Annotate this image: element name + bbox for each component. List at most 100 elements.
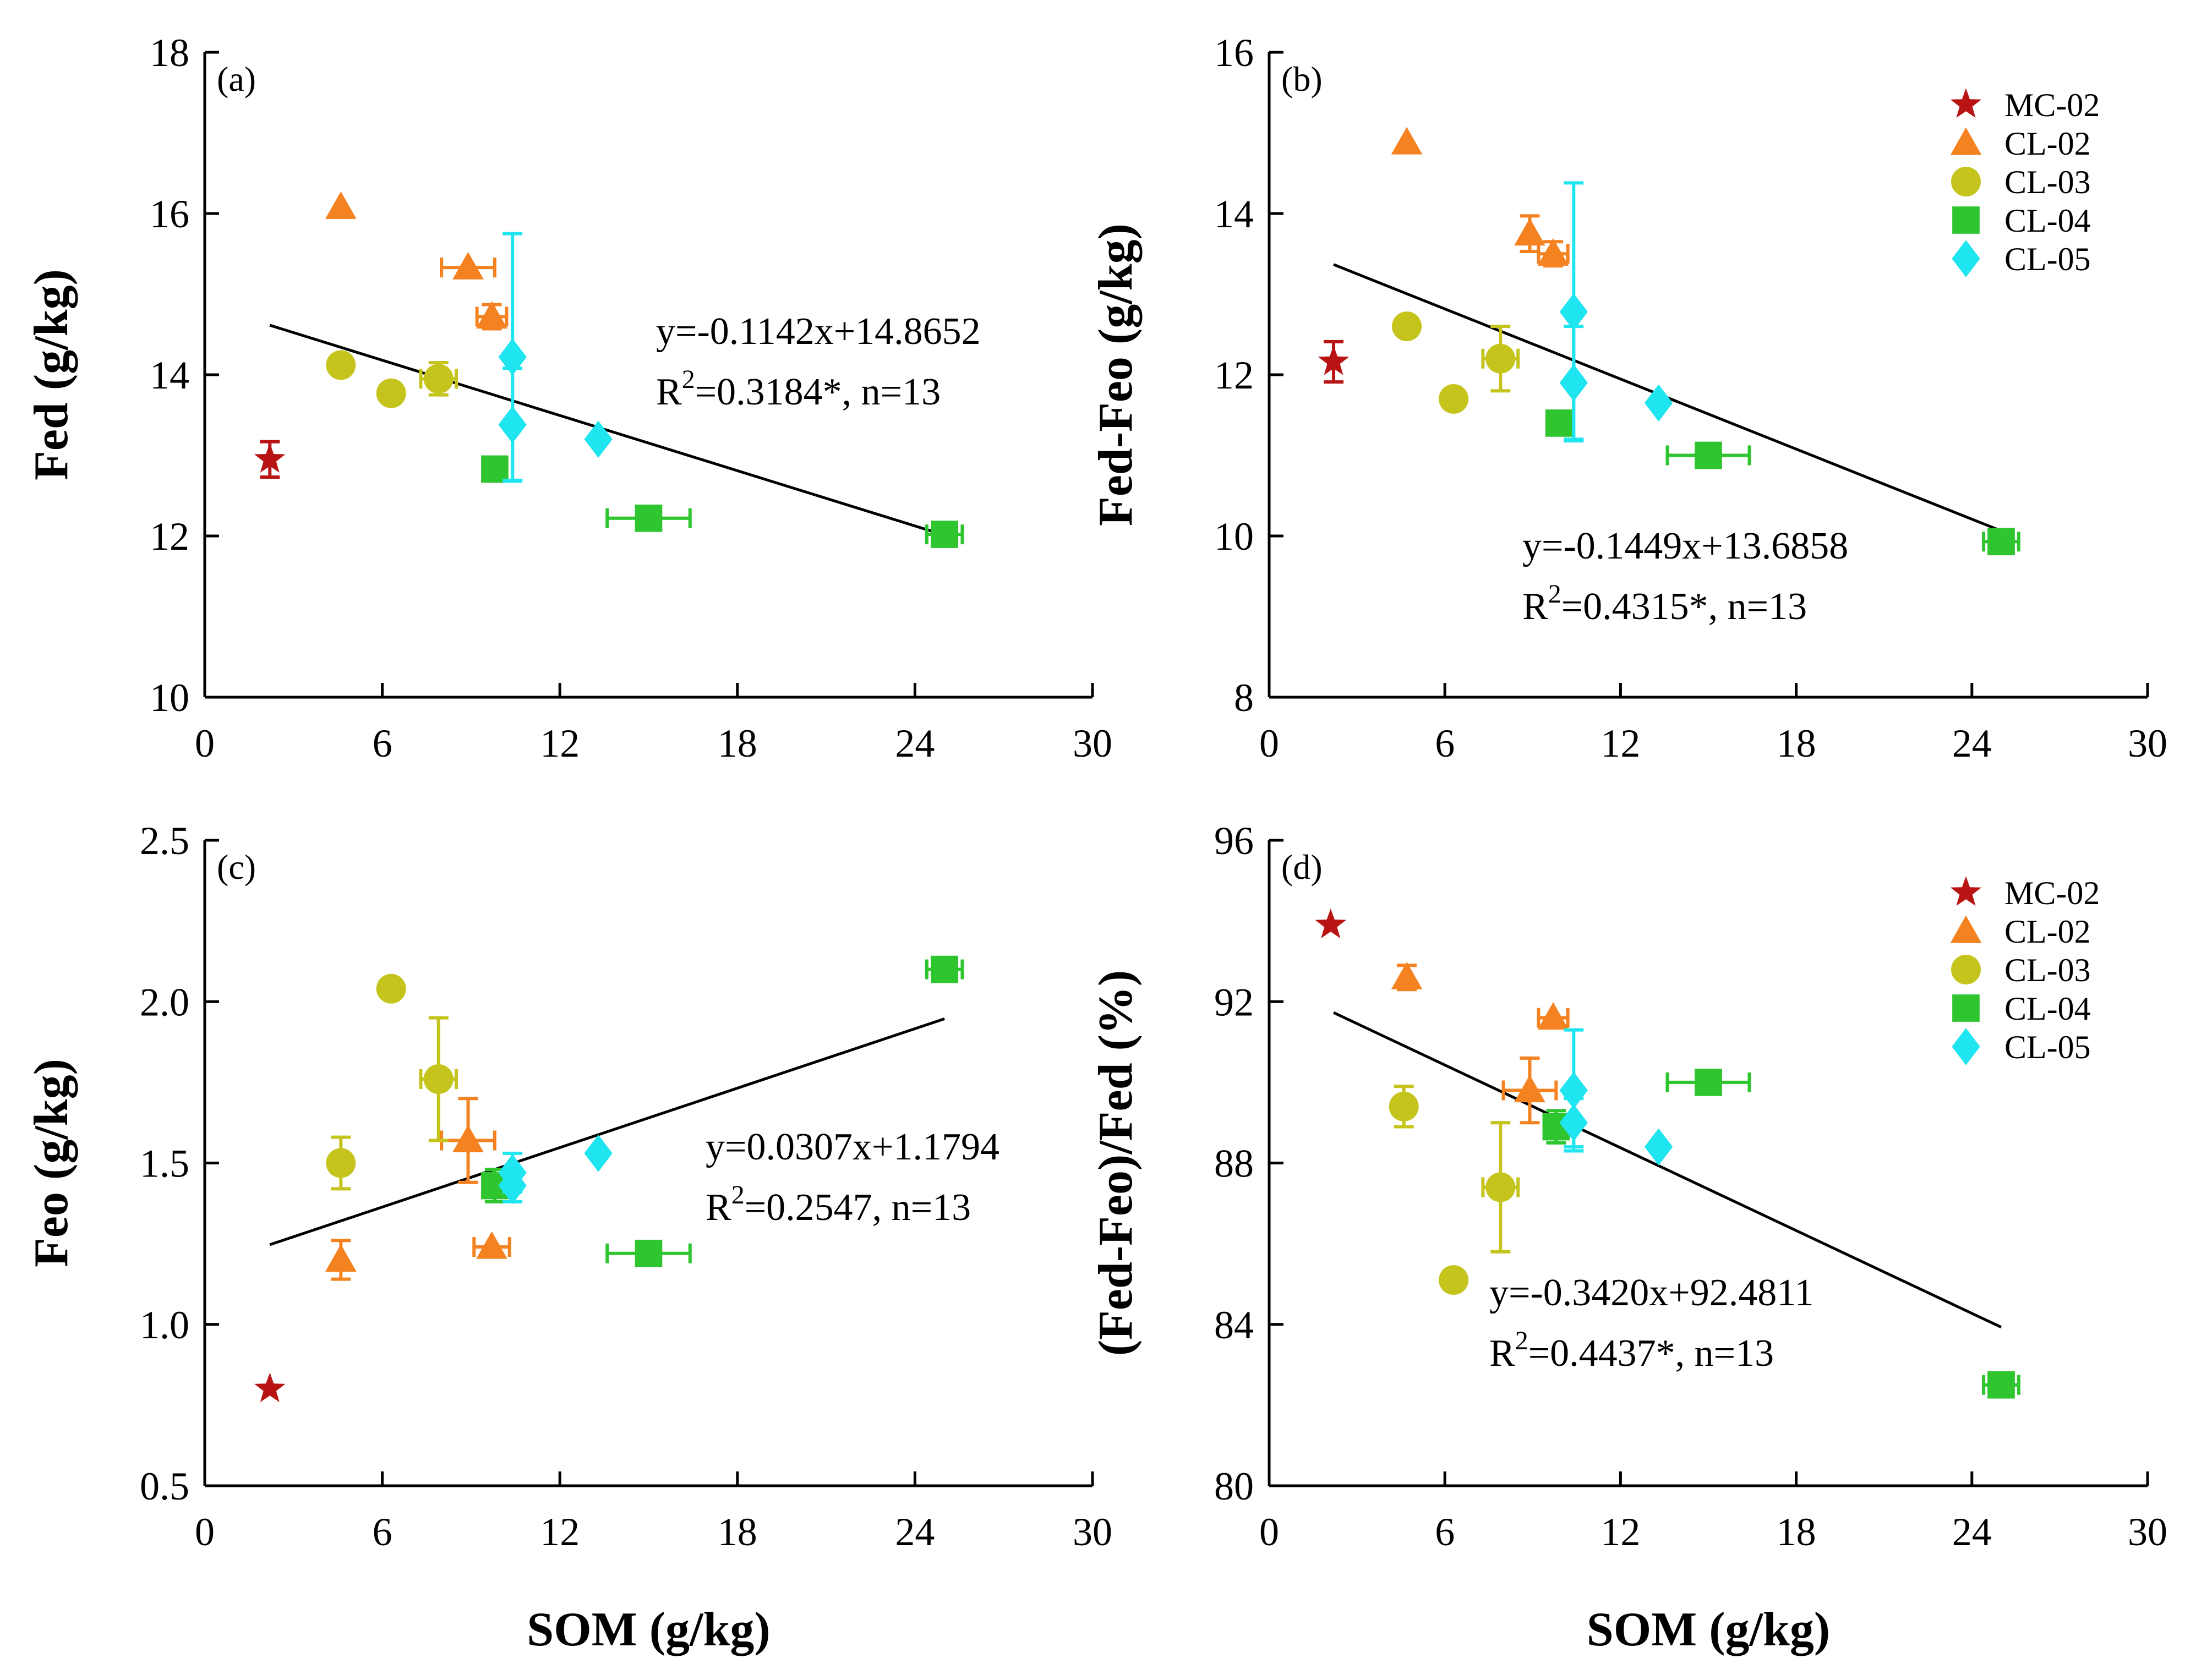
series-cl-04 xyxy=(481,455,964,548)
data-point xyxy=(1559,364,1588,402)
panel-1: 0 6 12 18 24 30 10 12 14 16 18 (a) Fed (g/kg) y=-0.11… xyxy=(25,31,1112,765)
x-axis-title: SOM (g/kg) xyxy=(527,1603,770,1656)
data-point xyxy=(376,973,406,1004)
data-point xyxy=(1987,528,2015,556)
series-cl-02 xyxy=(325,1097,511,1281)
legend-entry-label: CL-03 xyxy=(2004,952,2091,988)
y-tick-label: 14 xyxy=(1214,192,1254,236)
data-point xyxy=(584,1135,613,1172)
x-tick-label: 30 xyxy=(2128,721,2167,765)
fit-equation: y=-0.1449x+13.6858 xyxy=(1522,525,1848,567)
y-tick-label: 92 xyxy=(1214,980,1254,1024)
legend-entry-label: CL-02 xyxy=(2004,913,2091,950)
series-cl-02 xyxy=(325,191,509,331)
data-point xyxy=(1545,409,1573,437)
y-axis-title: Fed (g/kg) xyxy=(25,269,78,480)
regression-line xyxy=(269,1017,945,1246)
data-point xyxy=(1695,1069,1722,1096)
data-point xyxy=(1389,1091,1419,1121)
series-cl-05 xyxy=(498,232,613,483)
fit-r2-symbol: R xyxy=(706,1186,731,1229)
legend-entry-label: CL-04 xyxy=(2004,991,2091,1027)
y-tick-label: 2.0 xyxy=(140,980,189,1024)
data-point xyxy=(931,955,959,983)
y-tick-label: 18 xyxy=(150,31,189,75)
y-tick-label: 1.0 xyxy=(140,1303,189,1347)
data-point xyxy=(931,521,959,548)
series-mc-02 xyxy=(254,440,286,479)
regression-line xyxy=(1332,1011,2002,1329)
y-tick-label: 96 xyxy=(1214,819,1254,863)
legend-entry-label: CL-02 xyxy=(2004,125,2091,162)
fit-equation: y=-0.3420x+92.4811 xyxy=(1489,1272,1814,1314)
fit-r2: R2=0.3184*, n=13 xyxy=(656,365,941,413)
series-cl-03 xyxy=(1389,1085,1520,1295)
legend-entry-label: CL-03 xyxy=(2004,164,2091,200)
y-tick-label: 10 xyxy=(150,676,189,720)
data-point xyxy=(376,378,406,408)
fit-r2: R2=0.2547, n=13 xyxy=(706,1180,971,1229)
x-tick-label: 6 xyxy=(373,1510,392,1554)
x-axis-title: SOM (g/kg) xyxy=(1587,1603,1830,1656)
legend-marker xyxy=(1952,240,1980,277)
y-tick-label: 0.5 xyxy=(140,1464,189,1508)
series-cl-05 xyxy=(498,1135,613,1205)
series-cl-02 xyxy=(1391,961,1570,1125)
data-point xyxy=(476,1231,507,1259)
x-tick-label: 24 xyxy=(895,1510,935,1554)
panel-label: (b) xyxy=(1281,59,1323,98)
fit-r2: R2=0.4437*, n=13 xyxy=(1489,1326,1774,1375)
fit-r2-superscript: 2 xyxy=(731,1180,745,1210)
y-tick-label: 16 xyxy=(1214,31,1254,75)
data-point xyxy=(635,504,663,532)
fit-r2-superscript: 2 xyxy=(1515,1326,1528,1355)
y-tick-label: 10 xyxy=(1214,515,1254,559)
fit-r2-superscript: 2 xyxy=(1548,579,1561,609)
data-point xyxy=(498,338,527,376)
data-point xyxy=(1439,1265,1469,1295)
panel-label: (a) xyxy=(217,59,256,98)
x-tick-label: 18 xyxy=(718,1510,757,1554)
fit-r2-value: =0.3184*, n=13 xyxy=(695,371,941,413)
data-point xyxy=(1391,127,1423,155)
data-point xyxy=(1392,311,1422,342)
legend-marker xyxy=(1952,994,1980,1022)
x-tick-label: 24 xyxy=(1952,1510,1992,1554)
data-point xyxy=(635,1239,663,1267)
legend-marker xyxy=(1952,1028,1980,1065)
data-point xyxy=(1485,1172,1516,1202)
data-point xyxy=(1559,293,1588,331)
x-tick-label: 0 xyxy=(195,721,215,765)
x-tick-label: 0 xyxy=(1259,721,1279,765)
panel-label: (c) xyxy=(217,847,256,886)
x-tick-label: 0 xyxy=(195,1510,215,1554)
data-point xyxy=(476,301,507,329)
series-cl-05 xyxy=(1559,181,1673,443)
panel-3: 0 6 12 18 24 30 0.5 1.0 1.5 2.0 2.5 (c) Feo (g/kg) SO… xyxy=(25,819,1112,1656)
x-tick-label: 30 xyxy=(1073,1510,1112,1554)
legend-entry-label: CL-04 xyxy=(2004,203,2091,239)
y-tick-label: 14 xyxy=(150,353,189,397)
data-point xyxy=(325,191,357,219)
fit-r2-superscript: 2 xyxy=(682,365,695,394)
y-tick-label: 12 xyxy=(1214,353,1254,397)
legend-marker xyxy=(1951,167,1981,196)
x-tick-label: 12 xyxy=(540,721,580,765)
legend-marker xyxy=(1950,127,1982,155)
data-point xyxy=(498,406,527,444)
data-point xyxy=(1514,1075,1545,1103)
data-point xyxy=(254,1372,286,1403)
series-cl-03 xyxy=(326,350,458,408)
data-point xyxy=(1537,238,1569,266)
data-point xyxy=(423,1064,454,1095)
x-tick-label: 30 xyxy=(2128,1510,2167,1554)
x-tick-label: 12 xyxy=(1600,721,1640,765)
data-point xyxy=(1987,1371,2015,1399)
fit-r2-value: =0.4437*, n=13 xyxy=(1528,1332,1774,1375)
x-tick-label: 0 xyxy=(1259,1510,1279,1554)
regression-line xyxy=(269,324,945,537)
